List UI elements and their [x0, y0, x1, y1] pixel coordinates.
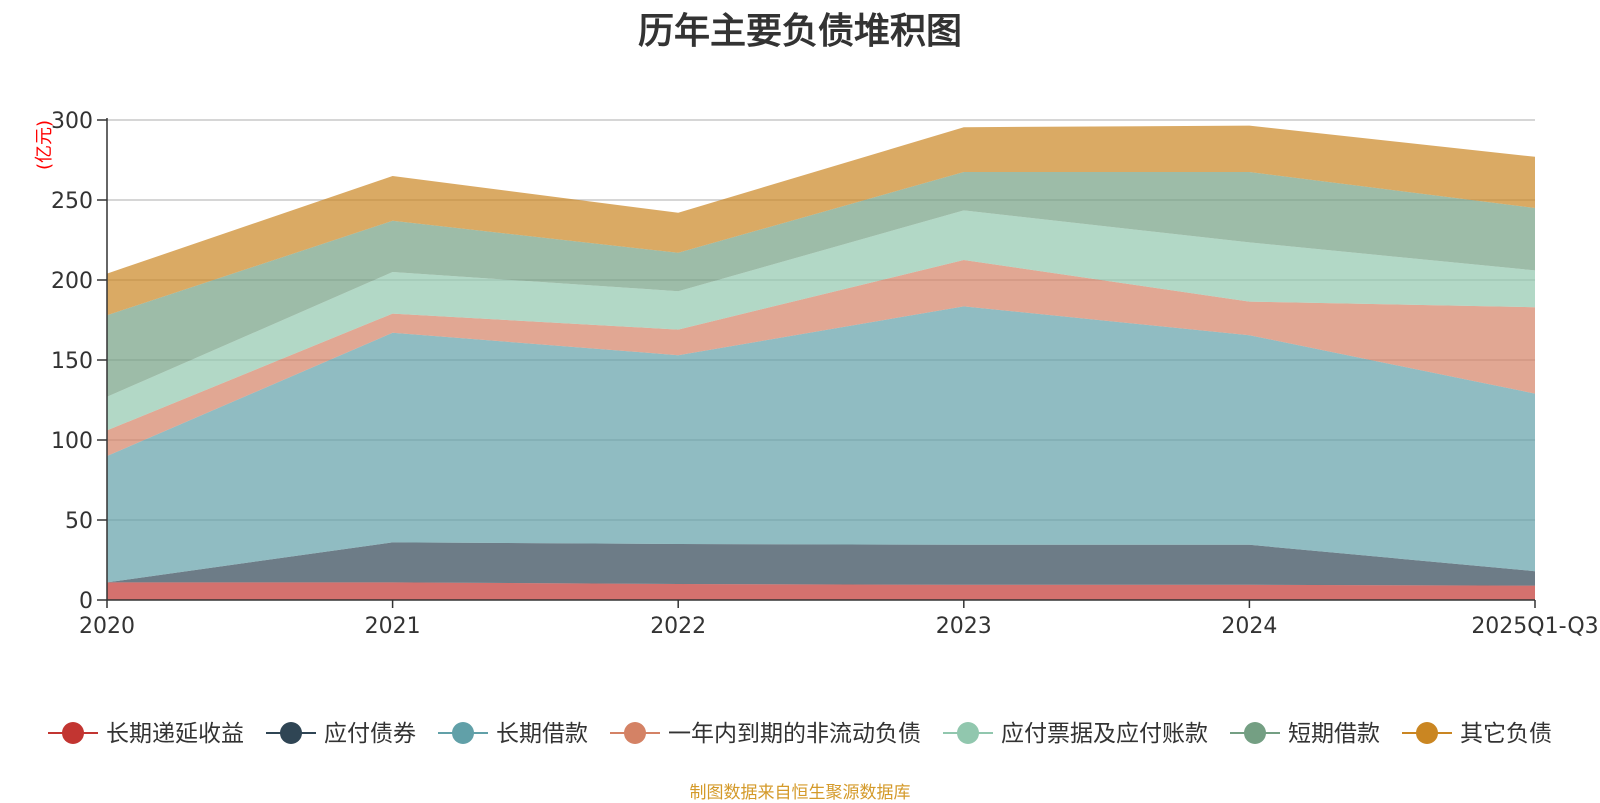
legend-marker-icon — [1416, 722, 1438, 744]
legend-marker-icon — [62, 722, 84, 744]
y-tick-label: 300 — [51, 109, 93, 134]
area-layer — [107, 125, 1535, 600]
x-tick-label: 2024 — [1221, 614, 1277, 639]
legend-marker-icon — [452, 722, 474, 744]
y-tick-label: 150 — [51, 349, 93, 374]
y-tick-label: 250 — [51, 189, 93, 214]
legend-label: 应付债券 — [324, 721, 416, 747]
legend-item[interactable]: 应付票据及应付账款 — [943, 721, 1208, 747]
legend-marker-icon — [1244, 722, 1266, 744]
area-series-3 — [107, 306, 1535, 583]
legend-item[interactable]: 长期借款 — [438, 721, 588, 747]
legend-label: 其它负债 — [1460, 721, 1552, 747]
y-unit-label: (亿元) — [34, 120, 55, 170]
chart-title: 历年主要负债堆积图 — [637, 11, 962, 52]
y-tick-label: 100 — [51, 429, 93, 454]
legend-item[interactable]: 一年内到期的非流动负债 — [610, 721, 921, 747]
area-series-2 — [107, 542, 1535, 586]
y-tick-label: 50 — [65, 509, 93, 534]
x-tick-label: 2021 — [365, 614, 421, 639]
legend-marker-icon — [624, 722, 646, 744]
area-series-4 — [107, 260, 1535, 456]
legend-item[interactable]: 短期借款 — [1230, 721, 1380, 747]
legend-layer: 长期递延收益 应付债券 长期借款 一年内到期的非流动负债 应付票据及应付账款 短期借款 其它… — [48, 721, 1552, 747]
area-series-7 — [107, 125, 1535, 316]
y-tick-label: 200 — [51, 269, 93, 294]
legend-label: 一年内到期的非流动负债 — [668, 721, 921, 747]
legend-label: 短期借款 — [1288, 721, 1380, 747]
legend-marker-icon — [957, 722, 979, 744]
legend-item[interactable]: 应付债券 — [266, 721, 416, 747]
x-tick-label: 2020 — [79, 614, 135, 639]
source-note: 制图数据来自恒生聚源数据库 — [689, 783, 911, 803]
legend-marker-icon — [280, 722, 302, 744]
axis-layer: 0 50 100 150 200 250 300 2020 2021 2022 2023 2024 20… — [34, 109, 1599, 639]
legend-label: 长期借款 — [496, 721, 588, 747]
area-series-6 — [107, 172, 1535, 397]
area-series-1 — [107, 582, 1535, 600]
x-tick-label: 2025Q1-Q3 — [1471, 614, 1598, 639]
x-tick-label: 2023 — [936, 614, 992, 639]
legend-item[interactable]: 其它负债 — [1402, 721, 1552, 747]
legend-label: 应付票据及应付账款 — [1001, 721, 1208, 747]
legend-item[interactable]: 长期递延收益 — [48, 721, 244, 747]
legend-label: 长期递延收益 — [106, 721, 244, 747]
x-tick-label: 2022 — [650, 614, 706, 639]
y-tick-label: 0 — [79, 589, 93, 614]
area-series-5 — [107, 210, 1535, 431]
